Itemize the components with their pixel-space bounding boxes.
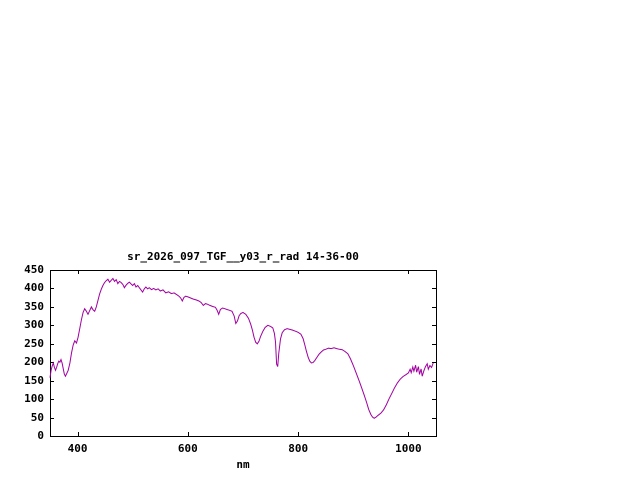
y-tick-label: 100 <box>24 392 44 406</box>
x-axis-label: nm <box>236 458 250 471</box>
x-tick-label: 1000 <box>395 442 422 455</box>
y-tick-label: 150 <box>24 373 44 387</box>
spectrum-curve <box>49 277 434 419</box>
y-tick-label: 0 <box>37 429 44 442</box>
plot-border <box>50 270 437 437</box>
y-tick-label: 450 <box>24 263 44 276</box>
x-tick-label: 800 <box>288 442 309 455</box>
x-tick-label: 600 <box>177 442 198 455</box>
y-tick-label: 400 <box>24 281 44 295</box>
chart-title: sr_2026_097_TGF__y03_r_rad 14-36-00 <box>127 250 359 263</box>
y-tick-label: 350 <box>24 299 44 313</box>
y-tick-label: 50 <box>30 410 44 424</box>
x-tick-label: 400 <box>67 442 88 455</box>
y-tick-label: 300 <box>24 318 44 332</box>
y-tick-label: 200 <box>24 355 44 369</box>
y-tick-label: 250 <box>24 336 44 350</box>
